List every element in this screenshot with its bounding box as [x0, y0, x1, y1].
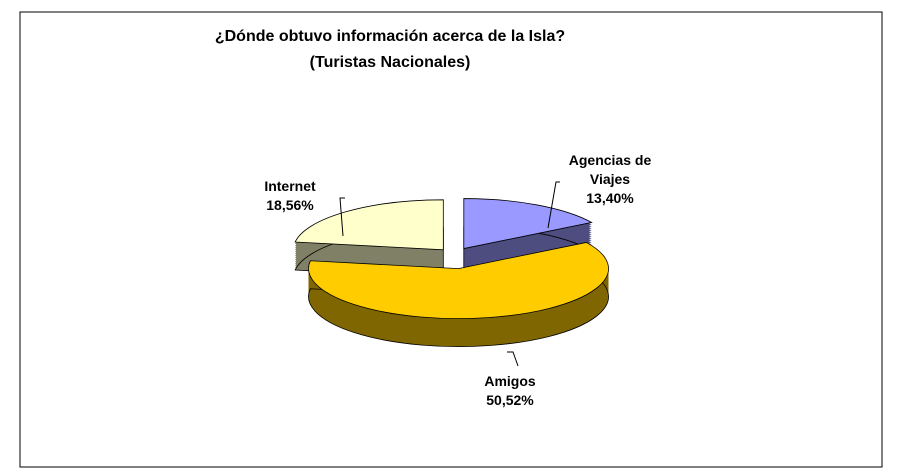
category-label: Internet — [264, 178, 316, 194]
value-label: 13,40% — [586, 190, 634, 206]
leader-line — [339, 197, 345, 237]
slice-label: Agencias de Viajes 13,40% — [560, 151, 660, 208]
pie-slice — [463, 198, 593, 250]
value-label: 18,56% — [266, 197, 314, 213]
pie-slice — [294, 199, 444, 251]
slice-label: Amigos 50,52% — [455, 372, 565, 410]
chart-subtitle: (Turistas Nacionales) — [309, 54, 471, 71]
slice-label: Internet 18,56% — [235, 177, 345, 215]
pie-slice — [308, 242, 609, 319]
frame — [19, 11, 883, 468]
category-label: Amigos — [484, 373, 536, 389]
slice-side-edge — [308, 270, 609, 347]
pie — [294, 198, 609, 347]
leader-line — [547, 181, 560, 229]
value-label: 50,52% — [486, 392, 534, 408]
leader-line — [507, 351, 519, 367]
chart-title: ¿Dónde obtuvo información acerca de la I… — [214, 28, 566, 45]
category-label: Agencias de Viajes — [568, 152, 652, 187]
